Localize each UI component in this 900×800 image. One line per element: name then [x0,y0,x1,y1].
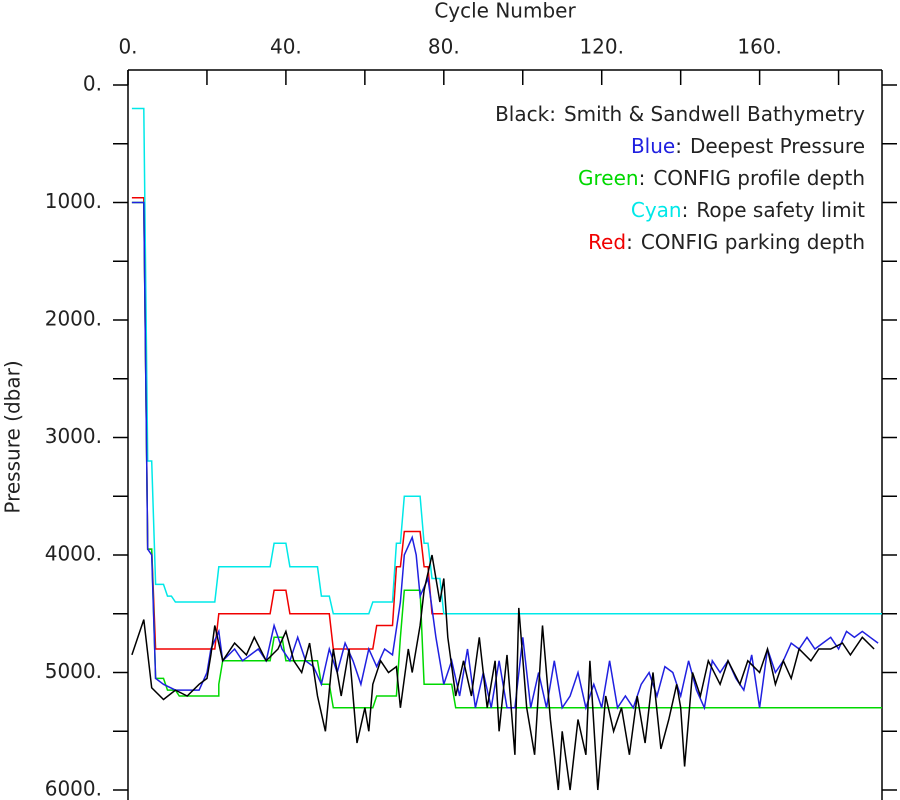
x-tick-label: 160. [737,35,782,59]
y-tick-label: 4000. [45,542,102,566]
legend-entry: Blue: Deepest Pressure [631,134,865,158]
y-tick-label: 2000. [45,307,102,331]
y-tick-label: 0. [83,72,102,96]
y-tick-label: 6000. [45,777,102,800]
legend-color-word: Cyan [631,198,682,222]
y-tick-label: 3000. [45,424,102,448]
x-tick-label: 120. [579,35,624,59]
series-line [131,201,882,709]
legend-entry: Black: Smith & Sandwell Bathymetry [495,102,865,126]
y-tick-label: 1000. [45,189,102,213]
series-line [131,201,879,711]
x-tick-label: 40. [270,35,302,59]
x-tick-label: 80. [428,35,460,59]
legend-entry: Cyan: Rope safety limit [631,198,865,222]
legend-separator: : [549,102,556,126]
legend-label: Rope safety limit [696,198,865,222]
legend-entry: Green: CONFIG profile depth [578,166,865,190]
legend-separator: : [682,198,689,222]
series-line [131,554,875,791]
legend-color-word: Red [588,230,626,254]
legend-separator: : [639,166,646,190]
legend-label: CONFIG parking depth [641,230,865,254]
x-axis-title: Cycle Number [434,0,576,23]
legend-label: Deepest Pressure [690,134,865,158]
y-tick-label: 5000. [45,659,102,683]
series-line [131,107,882,615]
legend-entry: Red: CONFIG parking depth [588,230,865,254]
legend-color-word: Green [578,166,639,190]
y-axis-title: Pressure (dbar) [1,360,25,513]
legend-color-word: Blue [631,134,675,158]
legend-color-word: Black [495,102,550,126]
series-line [131,197,882,650]
x-tick-label: 0. [118,35,137,59]
legend-label: Smith & Sandwell Bathymetry [564,102,865,126]
legend-separator: : [675,134,682,158]
legend-separator: : [626,230,633,254]
legend-label: CONFIG profile depth [653,166,865,190]
